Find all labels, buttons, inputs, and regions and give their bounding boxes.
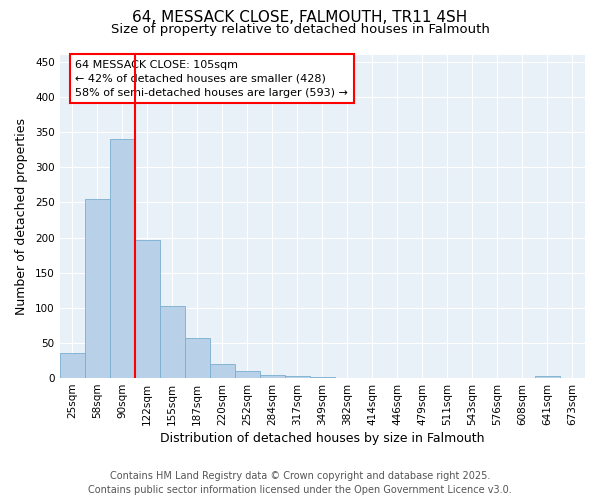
Bar bbox=[535, 376, 560, 378]
Bar bbox=[235, 371, 260, 378]
X-axis label: Distribution of detached houses by size in Falmouth: Distribution of detached houses by size … bbox=[160, 432, 485, 445]
Bar bbox=[160, 306, 185, 378]
Bar bbox=[209, 364, 235, 378]
Bar bbox=[185, 338, 209, 378]
Bar bbox=[110, 140, 134, 378]
Text: 64 MESSACK CLOSE: 105sqm
← 42% of detached houses are smaller (428)
58% of semi-: 64 MESSACK CLOSE: 105sqm ← 42% of detach… bbox=[76, 60, 348, 98]
Bar bbox=[260, 374, 285, 378]
Text: Size of property relative to detached houses in Falmouth: Size of property relative to detached ho… bbox=[110, 22, 490, 36]
Y-axis label: Number of detached properties: Number of detached properties bbox=[15, 118, 28, 315]
Text: Contains HM Land Registry data © Crown copyright and database right 2025.
Contai: Contains HM Land Registry data © Crown c… bbox=[88, 471, 512, 495]
Bar bbox=[59, 354, 85, 378]
Bar bbox=[310, 376, 335, 378]
Bar bbox=[85, 199, 110, 378]
Text: 64, MESSACK CLOSE, FALMOUTH, TR11 4SH: 64, MESSACK CLOSE, FALMOUTH, TR11 4SH bbox=[133, 10, 467, 25]
Bar bbox=[134, 240, 160, 378]
Bar bbox=[285, 376, 310, 378]
